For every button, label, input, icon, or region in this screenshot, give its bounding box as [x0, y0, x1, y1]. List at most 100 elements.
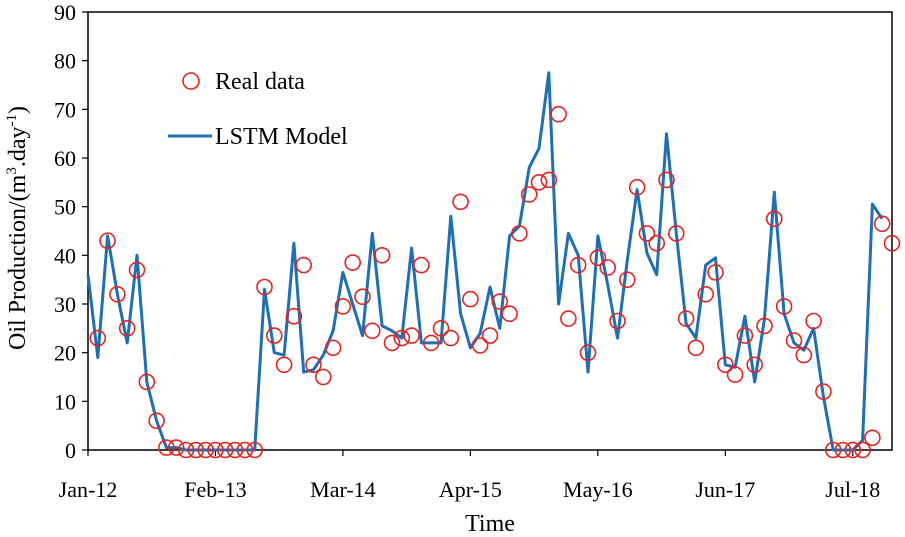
real-data-point [413, 256, 430, 274]
real-data-point [815, 383, 832, 400]
real-data-point [628, 178, 646, 196]
real-data-point [462, 290, 479, 308]
real-data-point [697, 285, 715, 303]
real-data-point [373, 247, 391, 264]
real-data-point [109, 285, 126, 303]
real-data-point [844, 441, 862, 459]
real-data-point [775, 298, 793, 315]
real-data-point [540, 171, 558, 189]
real-data-point [246, 441, 263, 459]
x-tick-label: Feb-13 [184, 477, 246, 502]
real-data-point [511, 225, 528, 242]
real-data-point [677, 310, 695, 327]
real-data-point [658, 171, 675, 189]
real-data-point [530, 174, 548, 191]
real-data-point [579, 344, 597, 362]
real-data-point [736, 327, 754, 344]
real-data-point [99, 232, 116, 249]
y-axis-title-part-1: Oil Production/(m [5, 174, 31, 350]
real-data-point [236, 441, 254, 459]
real-data-point [285, 307, 303, 325]
real-data-point [344, 254, 362, 271]
y-tick-label: 90 [54, 0, 76, 25]
plot-area-frame [87, 11, 893, 451]
real-data-point [560, 310, 577, 327]
real-data-point [177, 441, 195, 459]
x-tick-label: Apr-15 [439, 477, 502, 502]
real-data-point [128, 261, 146, 279]
y-tick-label: 50 [54, 195, 76, 220]
real-data-point [873, 215, 891, 232]
real-data-point [442, 329, 460, 347]
real-data-point [687, 339, 705, 357]
real-data-point [618, 271, 636, 289]
x-axis-ticks: Jan-12 Feb-13 Mar-14 Apr-15 May-16 Jun-17 Jul-… [59, 450, 880, 502]
real-data-point [354, 288, 371, 306]
y-axis-ticks: 0 10 20 30 40 50 60 70 80 90 [54, 0, 88, 463]
x-tick-label: Jan-12 [59, 477, 118, 502]
real-data-point [314, 368, 332, 386]
real-data-point [197, 441, 214, 459]
real-data-point [187, 441, 205, 459]
legend-lstm-label: LSTM Model [215, 124, 348, 150]
real-data-point [432, 319, 450, 337]
real-data-point [756, 317, 773, 335]
real-data-point [609, 312, 626, 330]
y-axis-title-superscript-2: -1 [4, 114, 20, 127]
real-data-point [422, 334, 440, 352]
y-axis-title: Oil Production/(m3.day-1) [4, 106, 31, 350]
real-data-point [383, 334, 401, 352]
y-tick-label: 10 [54, 389, 76, 414]
real-data-point [324, 339, 342, 357]
y-tick-label: 20 [54, 341, 76, 366]
real-data-point [334, 298, 352, 315]
x-tick-label: Jul-18 [825, 477, 880, 502]
real-data-point [707, 264, 724, 281]
real-data-point [226, 441, 244, 459]
real-data-point [501, 305, 518, 323]
real-data-point [167, 439, 185, 456]
y-axis-title-part-2: .day [5, 127, 31, 168]
y-axis-title-part-3: ) [5, 106, 31, 114]
y-tick-label: 40 [54, 243, 76, 268]
real-data-point [785, 332, 803, 349]
real-data-point [569, 256, 587, 274]
real-data-point [864, 429, 881, 447]
real-data-point [481, 327, 499, 344]
real-data-point [550, 105, 567, 123]
legend: Real data LSTM Model [168, 69, 348, 150]
real-data-point [667, 225, 685, 242]
real-data-point [265, 327, 283, 344]
x-axis-title: Time [465, 511, 515, 537]
y-tick-label: 70 [54, 97, 76, 122]
y-tick-label: 0 [65, 438, 76, 463]
real-data-point [256, 278, 273, 296]
y-tick-label: 60 [54, 146, 76, 171]
x-tick-label: Jun-17 [695, 477, 755, 502]
real-data-point [158, 439, 175, 456]
real-data-point [834, 441, 852, 459]
legend-real-data-label: Real data [215, 69, 305, 95]
real-data-point [393, 329, 411, 347]
real-data-point [854, 441, 871, 459]
real-data-point [471, 337, 489, 354]
real-data-point [716, 356, 734, 374]
real-data-point [295, 256, 313, 274]
series-layer [86, 71, 901, 459]
real-data-point [217, 441, 234, 459]
real-data-point [883, 234, 901, 252]
real-data-point [138, 373, 156, 391]
real-data-point [599, 259, 617, 276]
real-data-point [589, 249, 607, 267]
real-data-point [648, 234, 666, 252]
x-tick-label: Mar-14 [310, 477, 376, 502]
real-data-point [824, 441, 842, 459]
y-tick-label: 30 [54, 292, 76, 317]
lstm-model-line [86, 71, 884, 452]
y-tick-label: 80 [54, 49, 76, 74]
real-data-point [403, 327, 420, 344]
real-data-point [491, 293, 509, 310]
real-data-point [207, 441, 224, 459]
